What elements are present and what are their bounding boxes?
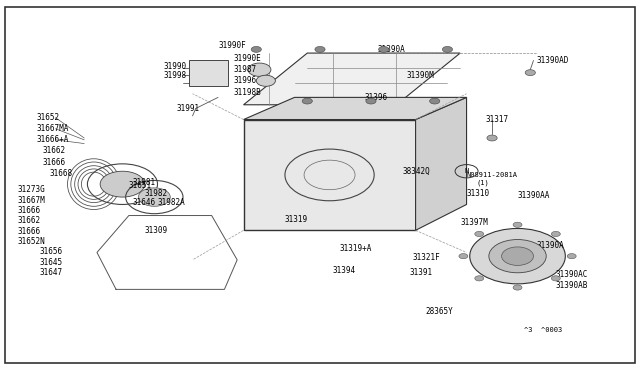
Text: 31990: 31990 <box>164 61 187 71</box>
Circle shape <box>442 46 452 52</box>
Circle shape <box>489 240 546 273</box>
Circle shape <box>513 222 522 227</box>
Circle shape <box>138 188 170 206</box>
Circle shape <box>366 98 376 104</box>
Text: 31390A: 31390A <box>378 45 405 54</box>
Circle shape <box>552 276 560 281</box>
Text: 31319: 31319 <box>285 215 308 224</box>
Text: 31310: 31310 <box>467 189 490 198</box>
Circle shape <box>256 75 275 86</box>
Text: 31319+A: 31319+A <box>339 244 371 253</box>
Text: 31666: 31666 <box>17 206 40 215</box>
Text: 31645: 31645 <box>40 257 63 267</box>
Text: 31991: 31991 <box>177 104 200 113</box>
Text: 31391: 31391 <box>409 268 433 277</box>
Text: 31990F: 31990F <box>218 41 246 50</box>
Text: 31651: 31651 <box>129 182 152 190</box>
Circle shape <box>552 231 560 237</box>
Text: 28365Y: 28365Y <box>425 307 453 316</box>
Circle shape <box>100 171 145 197</box>
Text: 31390AB: 31390AB <box>556 281 588 290</box>
Text: 31666+A: 31666+A <box>36 135 69 144</box>
Text: 31987: 31987 <box>234 65 257 74</box>
Text: 31662: 31662 <box>43 147 66 155</box>
Circle shape <box>248 63 271 76</box>
Text: 31321F: 31321F <box>412 253 440 263</box>
Text: 31668: 31668 <box>49 169 72 177</box>
Circle shape <box>475 231 484 237</box>
Text: 38342Q: 38342Q <box>403 167 431 176</box>
Circle shape <box>251 46 261 52</box>
Polygon shape <box>244 119 415 230</box>
Text: 31982: 31982 <box>145 189 168 198</box>
Text: 31396: 31396 <box>365 93 388 102</box>
Circle shape <box>459 254 468 259</box>
Text: 31273G: 31273G <box>17 185 45 194</box>
Text: 31666: 31666 <box>17 227 40 235</box>
Polygon shape <box>244 97 467 119</box>
Polygon shape <box>244 53 460 105</box>
Circle shape <box>567 254 576 259</box>
Text: 31656: 31656 <box>40 247 63 256</box>
Circle shape <box>429 98 440 104</box>
Circle shape <box>315 46 325 52</box>
Text: 31390A: 31390A <box>537 241 564 250</box>
Text: 31394: 31394 <box>333 266 356 275</box>
Text: 31646: 31646 <box>132 198 155 207</box>
Text: 31666: 31666 <box>43 157 66 167</box>
Circle shape <box>475 276 484 281</box>
Text: 31309: 31309 <box>145 226 168 235</box>
Circle shape <box>470 228 565 284</box>
Circle shape <box>502 247 534 265</box>
Text: 31662: 31662 <box>17 216 40 225</box>
Text: 31390M: 31390M <box>406 71 434 80</box>
Circle shape <box>302 98 312 104</box>
Circle shape <box>379 46 389 52</box>
Text: ^3  ^0003: ^3 ^0003 <box>524 327 562 333</box>
Text: (1): (1) <box>476 179 489 186</box>
Text: 31652: 31652 <box>36 113 60 122</box>
Polygon shape <box>415 97 467 230</box>
Polygon shape <box>189 61 228 86</box>
Text: 31667MA: 31667MA <box>36 124 69 133</box>
Text: N08911-2081A: N08911-2081A <box>467 172 518 178</box>
Text: N: N <box>465 168 468 174</box>
Text: 31317: 31317 <box>486 115 509 124</box>
Text: 31998: 31998 <box>164 71 187 80</box>
Text: 31982A: 31982A <box>157 198 185 207</box>
Text: 31198B: 31198B <box>234 88 262 97</box>
Text: 31647: 31647 <box>40 268 63 277</box>
Text: 31667M: 31667M <box>17 196 45 205</box>
Text: 31390AA: 31390AA <box>518 191 550 200</box>
Text: 31996: 31996 <box>234 76 257 85</box>
Text: 31652N: 31652N <box>17 237 45 246</box>
Text: 31397M: 31397M <box>460 218 488 227</box>
Circle shape <box>487 135 497 141</box>
Text: 31390AD: 31390AD <box>537 56 569 65</box>
Text: 31990E: 31990E <box>234 54 262 63</box>
Text: 31981: 31981 <box>132 178 155 187</box>
Circle shape <box>513 285 522 290</box>
Circle shape <box>525 70 536 76</box>
Text: 31390AC: 31390AC <box>556 270 588 279</box>
